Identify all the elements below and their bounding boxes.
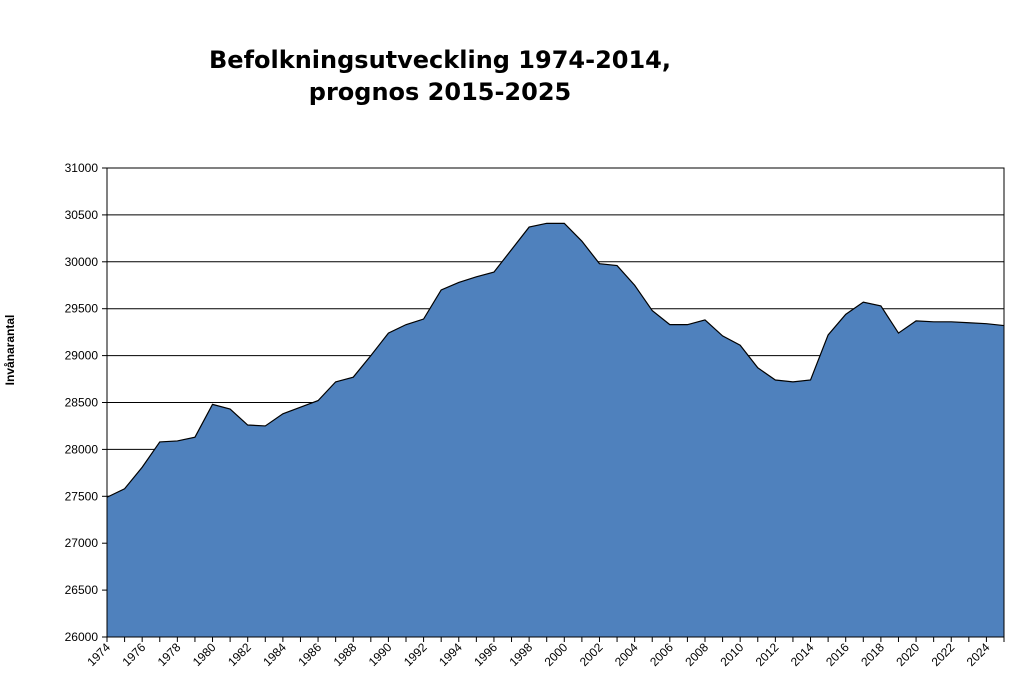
x-tick-label: 2004: [612, 640, 641, 669]
x-tick-label: 2012: [753, 640, 782, 669]
x-tick-label: 2020: [893, 640, 922, 669]
y-tick-label: 27000: [65, 536, 99, 550]
x-tick-label: 2002: [577, 640, 606, 669]
x-tick-label: 2022: [929, 640, 958, 669]
x-tick-label: 2006: [647, 640, 676, 669]
x-tick-label: 1998: [506, 640, 535, 669]
y-tick-label: 28500: [65, 396, 99, 410]
x-tick-label: 1974: [84, 640, 113, 669]
area-outline: [106, 222, 1005, 498]
x-tick-label: 2014: [788, 640, 817, 669]
area-series: [106, 222, 1005, 638]
y-tick-label: 26000: [65, 630, 99, 644]
y-tick-label: 26500: [65, 583, 99, 597]
x-tick-label: 1984: [260, 640, 289, 669]
x-tick-labels: 1974 1976 1978 1980 1982 1984 1986 1988 1990 1992…: [84, 640, 992, 669]
chart-title-line-2: prognos 2015-2025: [308, 78, 572, 106]
axes: [106, 167, 1005, 642]
x-tick-label: 2008: [682, 640, 711, 669]
area-fill: [107, 223, 1004, 638]
x-tick-label: 2024: [964, 640, 993, 669]
y-tick-label: 30500: [65, 208, 99, 222]
plot-frame: [106, 167, 1005, 638]
y-tick-label: 28000: [65, 442, 99, 456]
x-tick-label: 2010: [718, 640, 747, 669]
y-tick-label: 27500: [65, 489, 99, 503]
y-axis-label: Invånarantal: [3, 315, 17, 386]
chart-title: Befolkningsutveckling 1974-2014, prognos…: [0, 44, 880, 108]
x-tick-label: 2018: [858, 640, 887, 669]
x-tick-label: 1990: [366, 640, 395, 669]
chart-title-line-1: Befolkningsutveckling 1974-2014,: [209, 46, 671, 74]
x-tick-label: 1980: [190, 640, 219, 669]
y-tick-label: 31000: [65, 161, 99, 175]
x-tick-label: 1976: [120, 640, 149, 669]
x-tick-label: 2016: [823, 640, 852, 669]
x-tick-label: 1994: [436, 640, 465, 669]
x-tick-label: 1978: [155, 640, 184, 669]
x-tick-label: 2000: [542, 640, 571, 669]
y-tick-label: 29000: [65, 349, 99, 363]
x-tick-label: 1982: [225, 640, 254, 669]
x-tick-label: 1986: [295, 640, 324, 669]
y-tick-labels: 26000 26500 27000 27500 28000 28500 29000 29500…: [65, 161, 99, 644]
x-tick-label: 1988: [331, 640, 360, 669]
x-tick-label: 1996: [471, 640, 500, 669]
y-tick-label: 30000: [65, 255, 99, 269]
y-tick-label: 29500: [65, 302, 99, 316]
x-tick-label: 1992: [401, 640, 430, 669]
